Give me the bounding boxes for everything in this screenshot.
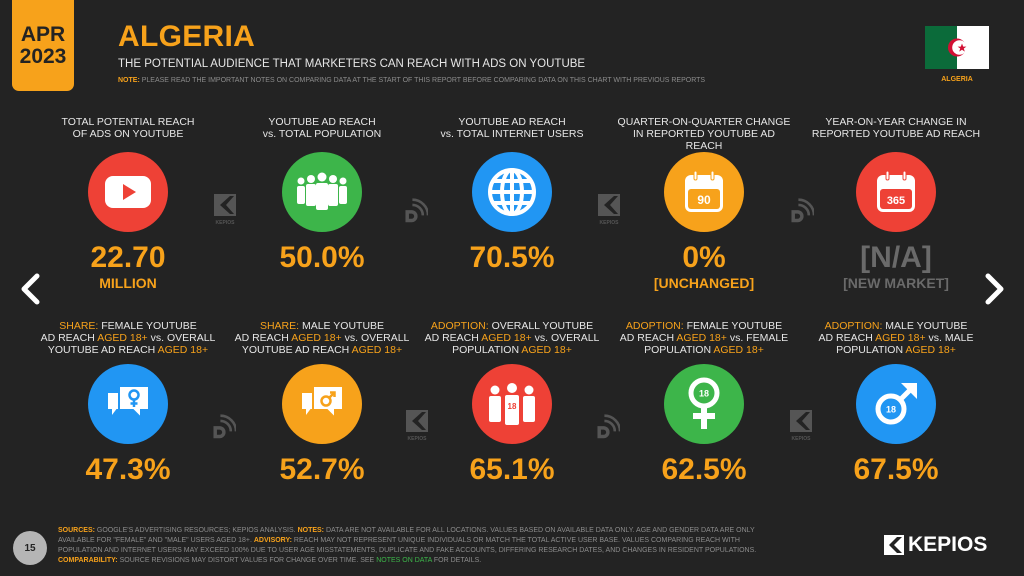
calendar-365-icon: 365: [856, 152, 936, 232]
next-slide-button[interactable]: [983, 272, 1007, 306]
stat-value: 50.0%: [279, 241, 365, 274]
svg-text:365: 365: [887, 195, 905, 207]
people-group-icon: [282, 152, 362, 232]
svg-text:18: 18: [508, 402, 517, 411]
stat-label: YOUTUBE AD REACH: [458, 116, 566, 128]
kepios-watermark-icon: KEPIOS: [790, 410, 812, 442]
notes-on-data-link[interactable]: NOTES ON DATA: [376, 557, 432, 564]
note-label: NOTE:: [118, 77, 140, 84]
kepios-watermark-icon: KEPIOS: [598, 194, 620, 226]
stat-unit: MILLION: [99, 275, 157, 291]
header-note: NOTE: PLEASE READ THE IMPORTANT NOTES ON…: [118, 77, 705, 84]
youtube-play-icon: [88, 152, 168, 232]
stat-label: OF ADS ON YOUTUBE: [72, 128, 184, 140]
svg-text:KEPIOS: KEPIOS: [408, 436, 428, 442]
svg-text:18: 18: [699, 389, 709, 399]
stat-value: 0%: [682, 241, 726, 274]
stat-value: 47.3%: [85, 453, 171, 486]
algeria-flag-icon: [925, 26, 989, 69]
stat-label: YOUTUBE AD REACH: [268, 116, 376, 128]
kepios-brand-text: KEPIOS: [908, 533, 988, 556]
datareportal-watermark-icon: [213, 414, 236, 439]
kepios-k-icon: [884, 535, 904, 555]
datareportal-watermark-icon: [791, 198, 814, 223]
kepios-watermark-icon: KEPIOS: [214, 194, 236, 226]
male-symbol-18-icon: 18: [856, 364, 936, 444]
datareportal-watermark-icon: [405, 198, 428, 223]
page-title: ALGERIA: [118, 20, 256, 53]
footer-notes: SOURCES: GOOGLE'S ADVERTISING RESOURCES;…: [58, 527, 757, 564]
stat-value: [N/A]: [860, 241, 932, 274]
female-symbol-18-icon: 18: [664, 364, 744, 444]
stat-card-yoy-change: YEAR-ON-YEAR CHANGE IN REPORTED YOUTUBE A…: [806, 116, 986, 292]
datareportal-watermark-icon: [597, 414, 620, 439]
globe-icon: [472, 152, 552, 232]
stat-card-male-share: SHARE: MALE YOUTUBE AD REACH AGED 18+ vs…: [232, 320, 412, 486]
svg-text:18: 18: [886, 405, 896, 415]
page-number: 15: [13, 531, 47, 565]
stat-label: IN REPORTED YOUTUBE AD REACH: [633, 128, 775, 152]
svg-text:KEPIOS: KEPIOS: [600, 220, 620, 226]
stat-card-reach-vs-internet-users: YOUTUBE AD REACH vs. TOTAL INTERNET USERS…: [422, 116, 602, 274]
chevron-left-icon: [21, 273, 40, 305]
stat-value: 52.7%: [279, 453, 365, 486]
kepios-watermark-icon: KEPIOS: [406, 410, 428, 442]
stat-card-female-adoption: ADOPTION: FEMALE YOUTUBE AD REACH AGED 1…: [614, 320, 794, 486]
stat-label: vs. TOTAL POPULATION: [262, 128, 382, 140]
report-year: 2023: [19, 44, 67, 68]
stat-card-qoq-change: QUARTER-ON-QUARTER CHANGE IN REPORTED YOU…: [614, 116, 794, 292]
stat-card-female-share: SHARE: FEMALE YOUTUBE AD REACH AGED 18+ …: [38, 320, 218, 486]
svg-text:90: 90: [697, 193, 711, 207]
stat-label: vs. TOTAL INTERNET USERS: [440, 128, 584, 140]
page-subtitle: THE POTENTIAL AUDIENCE THAT MARKETERS CA…: [118, 58, 586, 70]
stat-value: 65.1%: [469, 453, 555, 486]
stat-card-male-adoption: ADOPTION: MALE YOUTUBE AD REACH AGED 18+…: [806, 320, 986, 486]
report-month: APR: [20, 22, 66, 46]
calendar-90-icon: 90: [664, 152, 744, 232]
stat-value: 62.5%: [661, 453, 747, 486]
report-date-badge: APR 2023: [12, 0, 74, 91]
svg-text:KEPIOS: KEPIOS: [792, 436, 812, 442]
stat-label: YEAR-ON-YEAR CHANGE IN: [825, 116, 967, 128]
previous-slide-button[interactable]: [18, 272, 42, 306]
adults-18-icon: 18: [472, 364, 552, 444]
female-chat-icon: [88, 364, 168, 444]
stat-status: [UNCHANGED]: [653, 275, 755, 291]
stat-label: REPORTED YOUTUBE AD REACH: [811, 128, 981, 140]
kepios-logo: KEPIOS: [884, 533, 987, 557]
stat-value: 70.5%: [469, 241, 555, 274]
flag-label: ALGERIA: [941, 76, 973, 83]
male-chat-icon: [282, 364, 362, 444]
stat-card-overall-adoption: ADOPTION: OVERALL YOUTUBE AD REACH AGED …: [422, 320, 602, 486]
stat-card-total-reach: TOTAL POTENTIAL REACH OF ADS ON YOUTUBE 2…: [38, 116, 218, 292]
stat-label: TOTAL POTENTIAL REACH: [61, 116, 195, 128]
stat-value: 67.5%: [853, 453, 939, 486]
stat-status: [NEW MARKET]: [843, 275, 949, 291]
stat-card-reach-vs-population: YOUTUBE AD REACH vs. TOTAL POPULATION 50.…: [232, 116, 412, 274]
svg-text:KEPIOS: KEPIOS: [216, 220, 236, 226]
stat-value: 22.70: [90, 241, 166, 274]
note-text: PLEASE READ THE IMPORTANT NOTES ON COMPA…: [141, 77, 706, 84]
chevron-right-icon: [985, 273, 1004, 305]
stat-label: QUARTER-ON-QUARTER CHANGE: [617, 116, 791, 128]
